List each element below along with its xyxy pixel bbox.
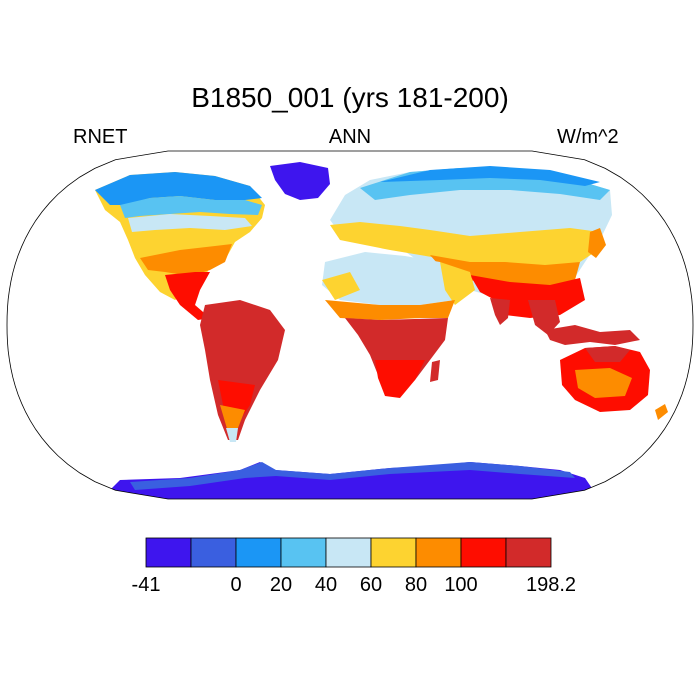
colorbar-tick-label: 40 [315, 574, 337, 596]
patagonia [220, 405, 245, 432]
asia-south-orange [430, 255, 580, 290]
colorbar-tick-label: -41 [132, 574, 161, 596]
patagonia-tip [226, 428, 238, 442]
south-america-land [200, 300, 285, 440]
africa-sahel [325, 300, 455, 320]
japan [588, 228, 606, 258]
colorbar-tick-label: 100 [444, 574, 477, 596]
colorbar-swatch [460, 537, 507, 568]
north-america-boreal [120, 196, 262, 218]
plot-title: B1850_001 (yrs 181-200) [191, 82, 509, 113]
antarctica-coast-band [130, 462, 575, 490]
colorbar-swatch [325, 537, 372, 568]
madagascar [430, 360, 440, 382]
colorbar-swatch [190, 537, 237, 568]
variable-label: RNET [73, 126, 128, 148]
colorbar-swatch [235, 537, 282, 568]
north-america-south [140, 244, 232, 276]
season-label: ANN [328, 126, 372, 148]
australia-interior [575, 368, 632, 398]
arctic-coast [380, 166, 600, 186]
arabia [440, 262, 475, 305]
greenland [270, 162, 330, 200]
colorbar-swatch [370, 537, 417, 568]
land-field [95, 162, 668, 499]
africa-north [322, 252, 460, 305]
colorbar-tick-label: 20 [270, 574, 292, 596]
colorbar-tick-label: 198.2 [526, 574, 576, 596]
colorbar-swatch [505, 537, 552, 568]
australia-north [585, 346, 630, 362]
colorbar-tick-label: 0 [230, 574, 241, 596]
africa-central [345, 318, 448, 395]
north-america-midlat [128, 214, 252, 232]
new-zealand [655, 404, 668, 420]
colorbar-swatch [280, 537, 327, 568]
colorbar-swatch [415, 537, 462, 568]
units-label: W/m^2 [557, 126, 619, 148]
africa-south [375, 360, 425, 398]
map-border [6, 150, 694, 500]
europe-south [330, 222, 600, 268]
colorbar-tick-label: 60 [360, 574, 382, 596]
indonesia [545, 325, 640, 345]
north-america-arctic [95, 172, 262, 205]
central-america [165, 272, 210, 320]
india-peninsula [490, 298, 510, 325]
colorbar-swatch [145, 537, 192, 568]
colorbar-tick-label: 80 [405, 574, 427, 596]
antarctica-region [100, 462, 600, 499]
sahara-edge [322, 272, 360, 300]
indochina [528, 300, 560, 335]
